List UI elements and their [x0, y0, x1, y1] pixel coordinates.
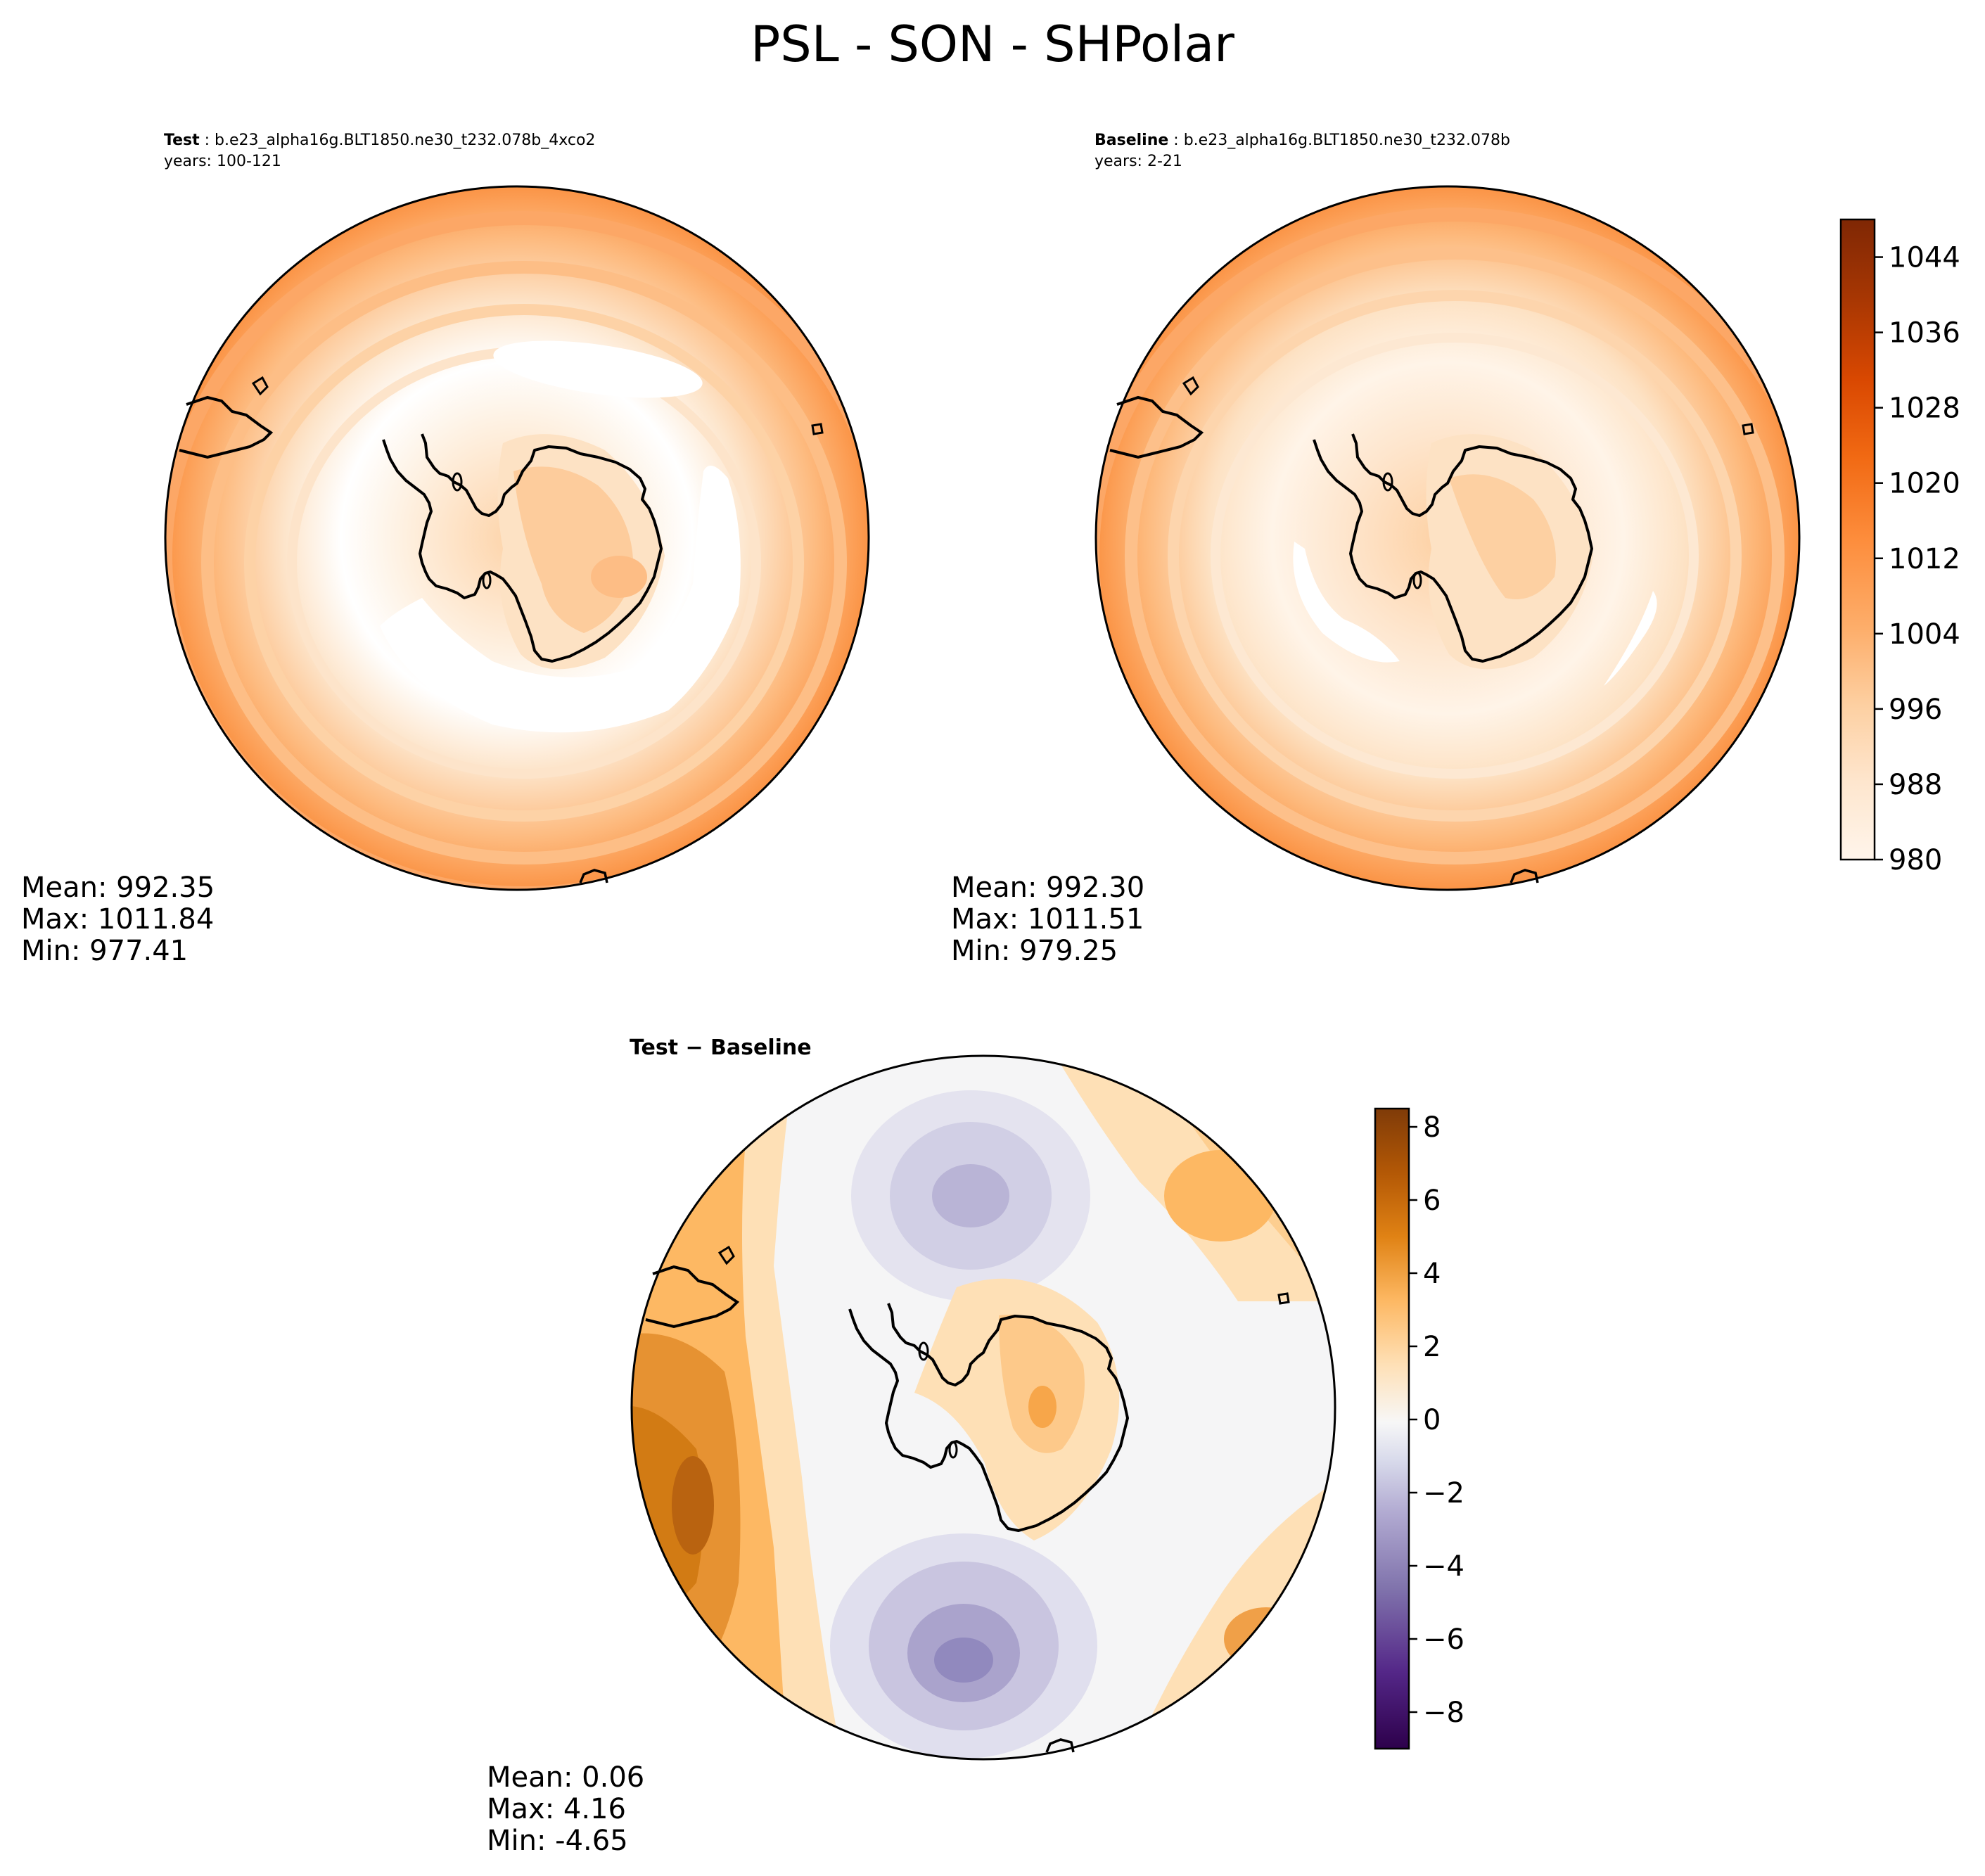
test-map-border — [164, 185, 870, 891]
difference-stats: Mean: 0.06 Max: 4.16 Min: -4.65 — [487, 1762, 644, 1857]
difference-title: Test − Baseline — [630, 1035, 812, 1060]
absolute-colorbar-tick-label: 980 — [1889, 844, 1942, 876]
difference-colorbar-tick-label: −6 — [1423, 1623, 1464, 1656]
test-map-panel — [164, 185, 870, 891]
baseline-map-border — [1094, 185, 1801, 891]
test-map-contours — [165, 211, 869, 890]
test-case-name: b.e23_alpha16g.BLT1850.ne30_t232.078b_4x… — [215, 132, 596, 149]
difference-colorbar-tick-label: 6 — [1423, 1185, 1441, 1217]
baseline-subtitle: Baseline : b.e23_alpha16g.BLT1850.ne30_t… — [1094, 132, 1510, 170]
absolute-colorbar-tick-label: 1012 — [1889, 543, 1960, 575]
difference-mean: Mean: 0.06 — [487, 1761, 645, 1794]
test-subtitle: Test : b.e23_alpha16g.BLT1850.ne30_t232.… — [164, 132, 596, 170]
absolute-colorbar-tick-label: 1004 — [1889, 618, 1960, 651]
baseline-mean: Mean: 992.30 — [951, 872, 1145, 904]
baseline-label: Baseline — [1094, 132, 1169, 149]
difference-colorbar-tick-label: −2 — [1423, 1477, 1464, 1510]
absolute-colorbar-bar — [1839, 218, 1876, 861]
test-mean: Mean: 992.35 — [21, 872, 215, 904]
absolute-colorbar-tick-label: 1036 — [1889, 317, 1960, 350]
difference-colorbar-tick-label: −4 — [1423, 1550, 1464, 1583]
baseline-map-panel — [1094, 185, 1801, 891]
baseline-years: years: 2-21 — [1094, 153, 1182, 170]
figure-title: PSL - SON - SHPolar — [751, 15, 1234, 73]
difference-map-border — [630, 1054, 1336, 1761]
baseline-stats: Mean: 992.30 Max: 1011.51 Min: 979.25 — [951, 872, 1144, 967]
baseline-min: Min: 979.25 — [951, 935, 1118, 967]
test-label: Test — [164, 132, 200, 149]
difference-colorbar: −8 −6 −4 −2 0 2 4 6 8 — [1374, 1107, 1464, 1750]
difference-colorbar-tick-label: 4 — [1423, 1258, 1441, 1290]
absolute-colorbar: 980 988 996 1004 1012 1020 1028 1036 1044 — [1839, 218, 1960, 876]
test-stats: Mean: 992.35 Max: 1011.84 Min: 977.41 — [21, 872, 215, 967]
baseline-case-name: b.e23_alpha16g.BLT1850.ne30_t232.078b — [1183, 132, 1510, 149]
difference-colorbar-tick-label: 2 — [1423, 1331, 1441, 1363]
difference-min: Min: -4.65 — [487, 1825, 628, 1857]
baseline-max: Max: 1011.51 — [951, 903, 1144, 936]
test-years: years: 100-121 — [164, 153, 281, 170]
difference-colorbar-tick-label: −8 — [1423, 1697, 1464, 1729]
difference-colorbar-tick-label: 8 — [1423, 1111, 1441, 1144]
absolute-colorbar-tick-label: 988 — [1889, 769, 1942, 801]
absolute-colorbar-tick-label: 996 — [1889, 694, 1942, 726]
absolute-colorbar-tick-label: 1028 — [1889, 393, 1960, 425]
difference-colorbar-tick-label: 0 — [1423, 1404, 1441, 1436]
absolute-colorbar-tick-label: 1044 — [1889, 242, 1960, 274]
difference-map-panel — [630, 1054, 1336, 1761]
difference-colorbar-bar — [1374, 1107, 1410, 1750]
test-max: Max: 1011.84 — [21, 903, 215, 936]
baseline-map-contours — [1096, 208, 1799, 890]
difference-max: Max: 4.16 — [487, 1793, 626, 1825]
test-min: Min: 977.41 — [21, 935, 189, 967]
absolute-colorbar-tick-label: 1020 — [1889, 468, 1960, 500]
